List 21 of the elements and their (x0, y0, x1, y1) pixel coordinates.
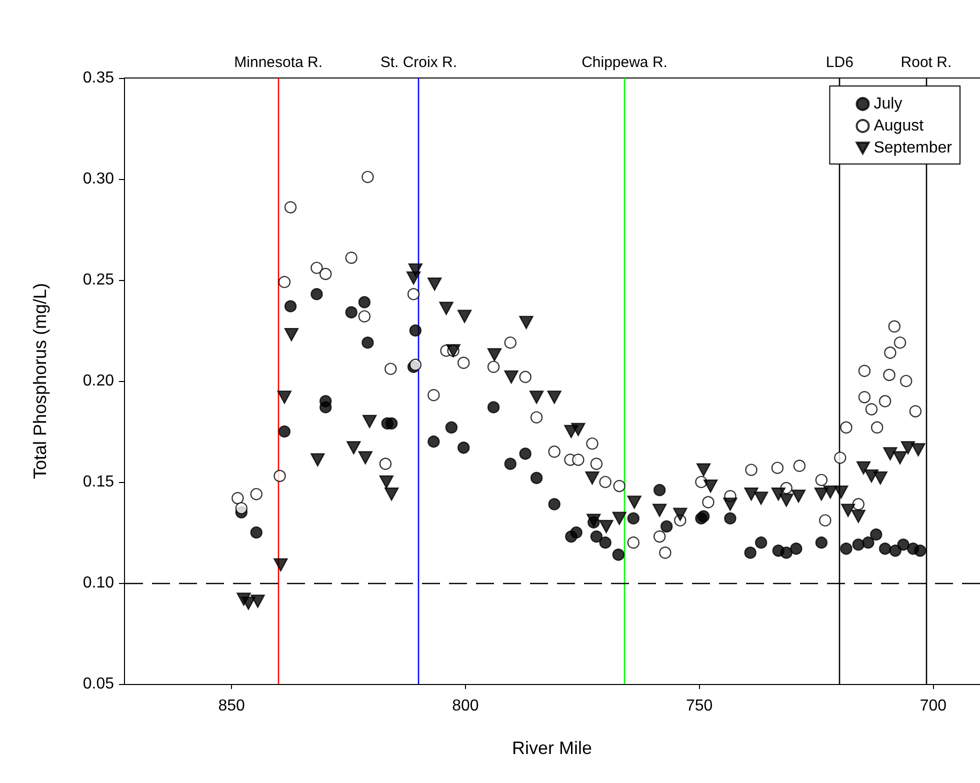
legend-label: September (874, 140, 953, 156)
ref-line-label: Root R. (900, 54, 952, 71)
y-tick-label: 0.25 (82, 272, 114, 288)
legend-label: August (874, 118, 924, 134)
y-tick-label: 0.10 (82, 574, 114, 592)
ref-line-label: Minnesota R. (234, 54, 323, 71)
y-tick-label: 0.20 (82, 372, 114, 390)
x-axis-title: River Mile (512, 738, 592, 758)
ref-line-label: Chippewa R. (582, 54, 668, 71)
y-axis-title: Total Phosphorus (mg/L) (30, 282, 50, 480)
ref-line-label: St. Croix R. (380, 54, 458, 71)
y-tick-label: 0.05 (82, 676, 114, 692)
x-tick-label: 850 (218, 698, 246, 714)
y-tick-label: 0.30 (82, 170, 114, 188)
x-tick-label: 700 (920, 698, 947, 714)
x-tick-label: 750 (686, 698, 713, 714)
y-tick-label: 0.15 (82, 474, 114, 490)
ref-line-label: LD6 (826, 54, 854, 71)
x-tick-label: 800 (452, 698, 479, 714)
y-tick-label: 0.35 (82, 70, 114, 86)
legend-label: July (874, 96, 902, 112)
